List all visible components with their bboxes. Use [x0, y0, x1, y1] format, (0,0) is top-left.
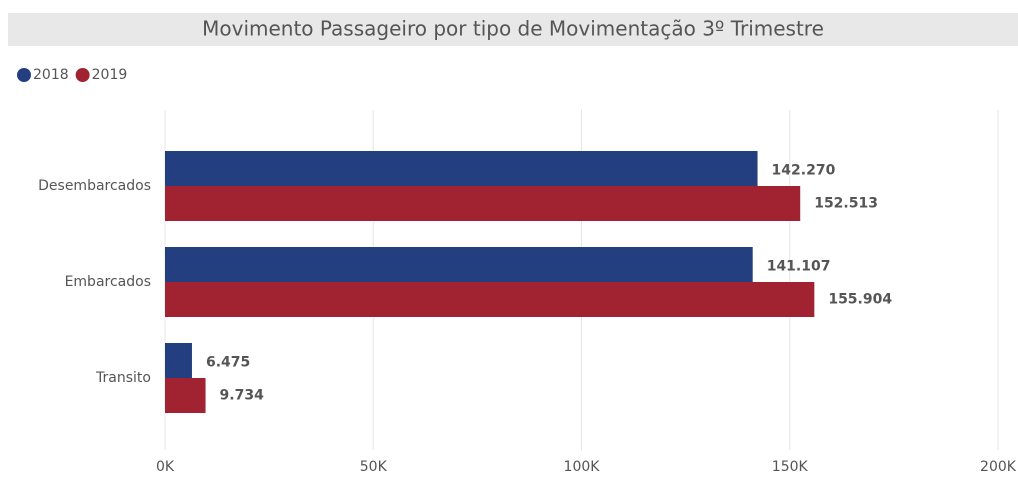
bar [165, 151, 758, 186]
x-tick-label: 200K [980, 459, 1017, 475]
x-tick-label: 100K [564, 459, 601, 475]
bar [165, 343, 192, 378]
data-label: 155.904 [828, 292, 892, 308]
bar [165, 186, 801, 221]
y-tick-label: Desembarcados [38, 178, 151, 194]
x-tick-label: 50K [360, 459, 388, 475]
bar [165, 378, 206, 413]
bar [165, 282, 815, 317]
legend-label: 2018 [33, 67, 69, 83]
x-tick-label: 150K [772, 459, 809, 475]
data-label: 142.270 [772, 163, 836, 179]
data-label: 152.513 [814, 196, 878, 212]
legend-swatch [75, 68, 90, 82]
bar [165, 247, 753, 282]
data-label: 6.475 [206, 355, 250, 371]
x-tick-label: 0K [156, 459, 175, 475]
legend-swatch [17, 68, 31, 82]
data-label: 9.734 [220, 388, 265, 404]
y-tick-label: Embarcados [65, 274, 151, 290]
title-band [8, 13, 1018, 46]
chart-title: Movimento Passageiro por tipo de Movimen… [202, 17, 824, 41]
data-label: 141.107 [767, 259, 831, 275]
legend-label: 2019 [92, 67, 128, 83]
y-tick-label: Transito [95, 370, 151, 386]
